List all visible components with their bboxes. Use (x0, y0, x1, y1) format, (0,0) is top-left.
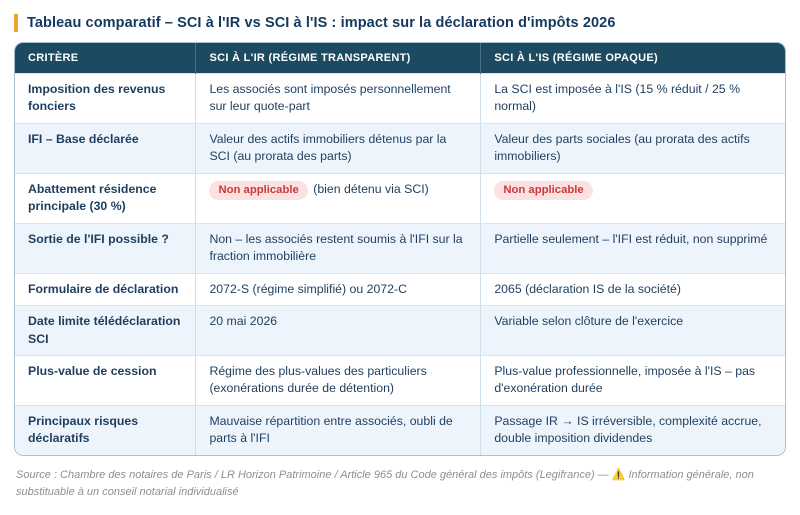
table-row: IFI – Base déclarée Valeur des actifs imm… (15, 122, 785, 174)
cell-ir: Mauvaise répartition entre associés, oub… (195, 404, 482, 455)
page-title-bar: Tableau comparatif – SCI à l'IR vs SCI à… (14, 14, 786, 32)
cell-ir: Les associés sont imposés personnellemen… (195, 73, 482, 124)
table-row: Date limite télédéclaration SCI 20 mai 20… (15, 305, 785, 356)
header-sci-ir: SCI À L'IR (RÉGIME TRANSPARENT) (195, 43, 482, 74)
cell-critere: Date limite télédéclaration SCI (15, 305, 197, 356)
cell-critere: Plus-value de cession (15, 354, 197, 406)
cell-is: Partielle seulement – l'IFI est réduit, … (480, 222, 785, 274)
non-applicable-badge: Non applicable (494, 180, 593, 201)
table-row: Sortie de l'IFI possible ? Non – les asso… (15, 222, 785, 274)
warning-icon: ⚠️ (611, 468, 626, 481)
table-row: Abattement résidence principale (30 %) No… (15, 172, 785, 224)
table-body: Imposition des revenus fonciers Les assoc… (15, 73, 785, 455)
cell-is: Variable selon clôture de l'exercice (480, 305, 785, 356)
table-row: Formulaire de déclaration 2072-S (régime … (15, 272, 785, 306)
cell-is: Valeur des parts sociales (au prorata de… (480, 122, 785, 174)
cell-critere: Abattement résidence principale (30 %) (15, 172, 197, 224)
cell-is: La SCI est imposée à l'IS (15 % réduit /… (480, 73, 785, 124)
cell-ir: Non applicable (bien détenu via SCI) (195, 172, 482, 224)
header-sci-is: SCI À L'IS (RÉGIME OPAQUE) (480, 43, 785, 74)
cell-ir: Régime des plus-values des particuliers … (195, 354, 482, 406)
cell-critere: Imposition des revenus fonciers (15, 73, 197, 124)
footer-note: Source : Chambre des notaires de Paris /… (14, 467, 786, 501)
non-applicable-badge: Non applicable (209, 180, 308, 201)
table-header-row: CRITÈRE SCI À L'IR (RÉGIME TRANSPARENT) … (15, 43, 785, 74)
table-row: Principaux risques déclaratifs Mauvaise r… (15, 404, 785, 455)
cell-ir: Valeur des actifs immobiliers détenus pa… (195, 122, 482, 174)
cell-is: 2065 (déclaration IS de la société) (480, 272, 785, 306)
accent-bar (14, 14, 18, 32)
table-row: Plus-value de cession Régime des plus-val… (15, 354, 785, 406)
cell-critere: Sortie de l'IFI possible ? (15, 222, 197, 274)
cell-text: (bien détenu via SCI) (313, 181, 429, 196)
cell-is: Passage IR → IS irréversible, complexité… (480, 404, 785, 455)
cell-ir: Non – les associés restent soumis à l'IF… (195, 222, 482, 274)
header-critere: CRITÈRE (15, 43, 197, 74)
table-row: Imposition des revenus fonciers Les assoc… (15, 73, 785, 124)
table-header: CRITÈRE SCI À L'IR (RÉGIME TRANSPARENT) … (15, 43, 785, 74)
comparison-table-container: CRITÈRE SCI À L'IR (RÉGIME TRANSPARENT) … (14, 42, 786, 456)
cell-ir: 20 mai 2026 (195, 305, 482, 356)
cell-critere: Principaux risques déclaratifs (15, 404, 197, 455)
cell-critere: IFI – Base déclarée (15, 122, 197, 174)
cell-critere: Formulaire de déclaration (15, 272, 197, 306)
page-title: Tableau comparatif – SCI à l'IR vs SCI à… (27, 15, 616, 31)
comparison-table: CRITÈRE SCI À L'IR (RÉGIME TRANSPARENT) … (15, 43, 785, 455)
footer-source: Source : Chambre des notaires de Paris /… (16, 468, 612, 481)
cell-is: Plus-value professionnelle, imposée à l'… (480, 354, 785, 406)
cell-is: Non applicable (480, 172, 785, 224)
cell-ir: 2072-S (régime simplifié) ou 2072-C (195, 272, 482, 306)
